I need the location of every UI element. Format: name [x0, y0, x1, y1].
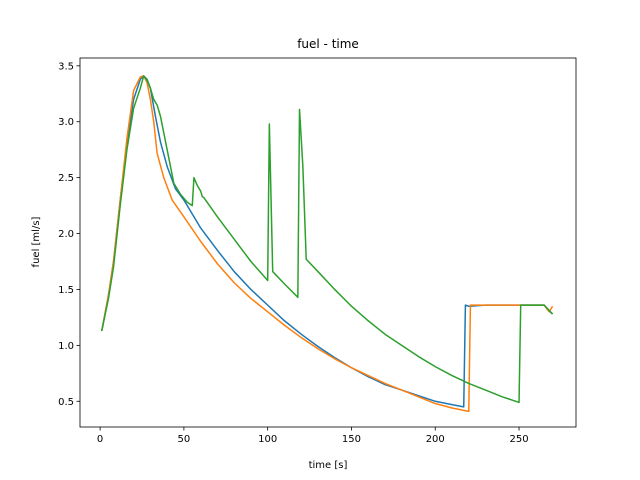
- series-line-3: [101, 75, 554, 404]
- y-tick-label: 2.0: [58, 229, 74, 240]
- y-tick-label: 3.5: [58, 61, 74, 72]
- y-tick-label: 3.0: [58, 117, 74, 128]
- x-tick-label: 100: [258, 434, 277, 445]
- y-tick-label: 1.5: [58, 285, 74, 296]
- series-line-1: [101, 75, 554, 408]
- series-line-2: [101, 75, 554, 413]
- series-layer: [101, 75, 554, 413]
- y-axis-label: fuel [ml/s]: [31, 216, 42, 267]
- y-tick-label: 0.5: [58, 397, 74, 408]
- x-tick-label: 150: [342, 434, 361, 445]
- x-axis-label: time [s]: [309, 460, 348, 471]
- y-tick-label: 2.5: [58, 173, 74, 184]
- chart-title: fuel - time: [297, 37, 359, 51]
- ticks-layer: 0 50 100 150 200 250 0.5 1.0 1.5 2.0 2.5 3.0 3.5: [58, 61, 528, 445]
- x-tick-label: 0: [97, 434, 103, 445]
- y-tick-label: 1.0: [58, 341, 74, 352]
- x-tick-label: 50: [178, 434, 191, 445]
- x-tick-label: 200: [426, 434, 445, 445]
- plot-frame: [79, 57, 577, 428]
- x-tick-label: 250: [509, 434, 528, 445]
